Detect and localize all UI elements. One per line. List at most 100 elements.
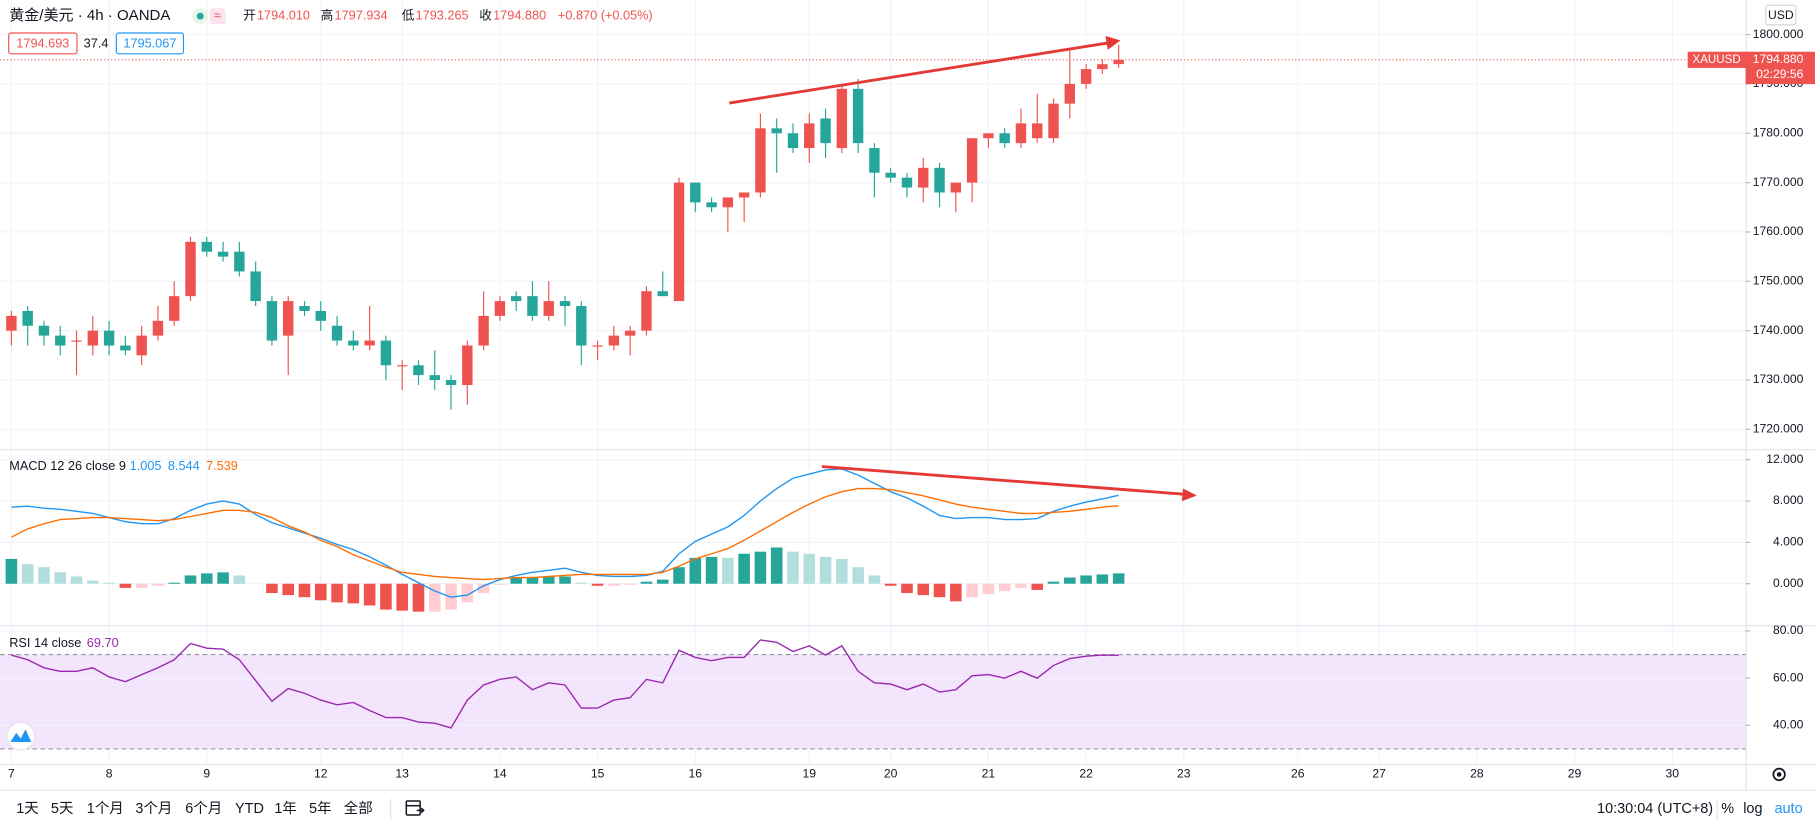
macd-histogram-bar — [738, 553, 750, 584]
y-tick-label: 1720.000 — [1753, 422, 1804, 436]
candle-body — [364, 340, 375, 346]
percent-toggle[interactable]: % — [1721, 801, 1734, 817]
rsi-band — [0, 654, 1746, 749]
macd-histogram-bar — [461, 583, 474, 603]
macd-trend-line[interactable] — [821, 465, 1186, 496]
macd-histogram-bar — [640, 581, 653, 584]
currency-label[interactable]: USD — [1768, 8, 1794, 22]
price-trend-arrowhead[interactable] — [1105, 35, 1121, 50]
range-button[interactable]: 1天 — [16, 801, 38, 817]
candle-body — [1080, 69, 1092, 84]
macd-histogram-bar — [689, 557, 702, 584]
y-tick-label: 1770.000 — [1753, 175, 1804, 189]
x-tick-label: 7 — [8, 767, 15, 781]
candle-body — [169, 296, 180, 321]
macd-histogram-bar — [135, 583, 148, 588]
range-button[interactable]: 1年 — [274, 800, 296, 817]
y-tick-label: 60.00 — [1773, 670, 1804, 684]
macd-histogram-bar — [1064, 577, 1076, 584]
macd-histogram-bar — [380, 583, 392, 610]
candle-body — [396, 365, 408, 367]
bid-price[interactable]: 1794.693 — [16, 35, 69, 50]
macd-title: MACD 12 26 close 9 — [9, 458, 126, 473]
candle-body — [494, 301, 506, 316]
x-tick-label: 22 — [1079, 767, 1093, 781]
data-status-icon — [209, 8, 226, 25]
x-tick-label: 12 — [314, 767, 328, 781]
rsi-line — [11, 639, 1119, 729]
candle-body — [592, 345, 603, 347]
auto-toggle[interactable]: auto — [1774, 801, 1802, 817]
change-value: +0.870 (+0.05%) — [558, 8, 653, 23]
candle-body — [608, 335, 620, 346]
candle-body — [641, 291, 652, 331]
y-tick-label: 12.000 — [1766, 452, 1803, 466]
range-button[interactable]: 5年 — [309, 800, 331, 817]
range-button[interactable]: 5天 — [51, 801, 73, 817]
x-tick-label: 27 — [1372, 767, 1386, 781]
log-toggle[interactable]: log — [1743, 801, 1762, 817]
macd-trend-arrowhead[interactable] — [1181, 488, 1197, 502]
macd-hist-last: 1.005 — [130, 458, 162, 473]
goto-date-icon[interactable] — [405, 800, 425, 816]
macd-histogram-bar — [103, 582, 115, 584]
candle-body — [918, 167, 929, 188]
buy-button[interactable] — [115, 32, 185, 55]
macd-histogram-bar — [1112, 573, 1125, 584]
candle-body — [576, 306, 587, 346]
candle-body — [755, 128, 766, 193]
x-tick-label: 29 — [1568, 767, 1582, 781]
candle-body — [1032, 123, 1043, 139]
market-status-dot — [196, 12, 204, 20]
macd-histogram-bar — [1031, 583, 1044, 590]
x-tick-label: 28 — [1470, 767, 1484, 781]
logo[interactable] — [6, 721, 36, 751]
last-price-label: 1794.880 — [1753, 52, 1804, 66]
range-button[interactable]: 1个月 — [87, 800, 124, 817]
macd-histogram-bar — [201, 573, 213, 584]
candle-body — [136, 335, 147, 356]
trend-arrows[interactable] — [729, 35, 1197, 502]
y-tick-label: 0.000 — [1773, 576, 1804, 590]
candle-body — [185, 241, 196, 297]
macd-histogram-bar — [363, 583, 376, 606]
macd-histogram-bar — [868, 575, 881, 584]
candle-body — [820, 118, 831, 144]
candle-body — [901, 177, 913, 188]
y-tick-label: 8.000 — [1773, 493, 1804, 507]
sell-button[interactable] — [8, 32, 78, 55]
candle-body — [250, 271, 261, 302]
currency-button[interactable] — [1765, 4, 1797, 26]
settings-icon[interactable] — [1772, 767, 1786, 782]
x-tick-label: 23 — [1177, 767, 1191, 781]
range-button[interactable]: YTD — [235, 801, 264, 817]
candle-body — [152, 320, 164, 336]
macd-histogram-bar — [477, 583, 490, 594]
candle-body — [836, 88, 848, 149]
candle-body — [706, 202, 717, 208]
candle-body — [462, 345, 473, 385]
x-tick-label: 20 — [884, 767, 898, 781]
macd-histogram-bar — [510, 577, 522, 584]
low-label: 低 — [402, 8, 415, 23]
macd-signal-last: 7.539 — [206, 458, 238, 473]
range-button[interactable]: 3个月 — [135, 800, 172, 817]
macd-histogram-bar — [314, 583, 327, 601]
range-button[interactable]: 全部 — [344, 799, 373, 817]
candle-body — [1048, 103, 1059, 139]
close-value: 1794.880 — [493, 8, 546, 23]
candle-body — [120, 345, 131, 351]
macd-histogram-bar — [705, 556, 718, 584]
candle-body — [87, 330, 99, 346]
macd-histogram-bar — [819, 556, 832, 584]
macd-histogram-bar — [982, 583, 995, 595]
macd-histogram-bar — [168, 582, 181, 584]
rsi-title: RSI 14 close — [9, 635, 81, 650]
candle-body — [445, 380, 457, 385]
candle-body — [999, 133, 1010, 144]
range-button[interactable]: 6个月 — [185, 800, 222, 817]
price-trend-line[interactable] — [729, 41, 1110, 105]
macd-histogram-bar — [542, 576, 555, 584]
candle-body — [950, 182, 962, 193]
ask-price[interactable]: 1795.067 — [123, 35, 176, 50]
